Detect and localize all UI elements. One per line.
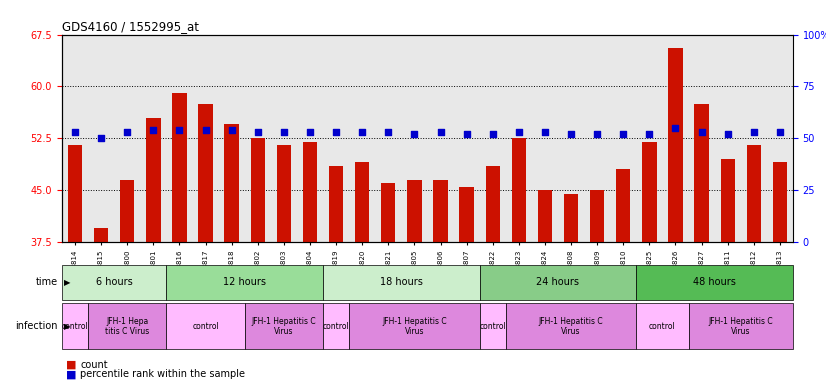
Bar bbox=[381, 183, 396, 242]
Bar bbox=[68, 145, 82, 242]
Bar bbox=[329, 166, 344, 242]
Bar bbox=[538, 190, 552, 242]
Point bbox=[695, 129, 708, 135]
Text: ▶: ▶ bbox=[64, 278, 71, 287]
Text: 48 hours: 48 hours bbox=[693, 277, 736, 287]
Point bbox=[173, 127, 186, 133]
Bar bbox=[62, 303, 88, 349]
Bar bbox=[349, 303, 480, 349]
Bar bbox=[277, 145, 291, 242]
Bar bbox=[668, 48, 682, 242]
Bar bbox=[62, 265, 166, 300]
Bar bbox=[747, 145, 761, 242]
Point bbox=[408, 131, 421, 137]
Bar bbox=[480, 303, 506, 349]
Bar bbox=[720, 159, 735, 242]
Bar bbox=[120, 180, 135, 242]
Text: 18 hours: 18 hours bbox=[380, 277, 423, 287]
Text: 12 hours: 12 hours bbox=[223, 277, 266, 287]
Bar bbox=[616, 169, 630, 242]
Point bbox=[669, 125, 682, 131]
Bar bbox=[166, 265, 323, 300]
Bar bbox=[225, 124, 239, 242]
Text: ■: ■ bbox=[66, 369, 77, 379]
Bar bbox=[94, 228, 108, 242]
Text: 6 hours: 6 hours bbox=[96, 277, 132, 287]
Point bbox=[147, 127, 160, 133]
Point bbox=[330, 129, 343, 135]
Bar bbox=[695, 104, 709, 242]
Point bbox=[748, 129, 761, 135]
Point bbox=[121, 129, 134, 135]
Point bbox=[199, 127, 212, 133]
Bar bbox=[511, 138, 526, 242]
Text: ▶: ▶ bbox=[64, 322, 71, 331]
Bar bbox=[689, 303, 793, 349]
Bar bbox=[303, 142, 317, 242]
Point bbox=[69, 129, 82, 135]
Point bbox=[460, 131, 473, 137]
Text: JFH-1 Hepa
titis C Virus: JFH-1 Hepa titis C Virus bbox=[105, 317, 150, 336]
Text: JFH-1 Hepatitis C
Virus: JFH-1 Hepatitis C Virus bbox=[709, 317, 773, 336]
Text: JFH-1 Hepatitis C
Virus: JFH-1 Hepatitis C Virus bbox=[539, 317, 603, 336]
Bar bbox=[773, 162, 787, 242]
Bar bbox=[590, 190, 605, 242]
Text: ■: ■ bbox=[66, 360, 77, 370]
Point bbox=[617, 131, 630, 137]
Text: 24 hours: 24 hours bbox=[537, 277, 580, 287]
Bar bbox=[459, 187, 474, 242]
Bar bbox=[636, 265, 793, 300]
Bar bbox=[323, 303, 349, 349]
Bar bbox=[636, 303, 689, 349]
Point bbox=[94, 135, 107, 141]
Bar bbox=[407, 180, 421, 242]
Bar bbox=[146, 118, 160, 242]
Bar bbox=[564, 194, 578, 242]
Text: control: control bbox=[479, 322, 506, 331]
Text: time: time bbox=[36, 277, 58, 287]
Bar bbox=[480, 265, 636, 300]
Text: infection: infection bbox=[16, 321, 58, 331]
Bar bbox=[88, 303, 166, 349]
Point bbox=[721, 131, 734, 137]
Text: JFH-1 Hepatitis C
Virus: JFH-1 Hepatitis C Virus bbox=[382, 317, 447, 336]
Bar bbox=[173, 93, 187, 242]
Point bbox=[278, 129, 291, 135]
Point bbox=[564, 131, 577, 137]
Point bbox=[539, 129, 552, 135]
Point bbox=[773, 129, 786, 135]
Point bbox=[382, 129, 395, 135]
Text: control: control bbox=[649, 322, 676, 331]
Bar bbox=[355, 162, 369, 242]
Text: control: control bbox=[192, 322, 219, 331]
Point bbox=[225, 127, 238, 133]
Point bbox=[512, 129, 525, 135]
Bar bbox=[323, 265, 480, 300]
Bar bbox=[244, 303, 323, 349]
Point bbox=[303, 129, 316, 135]
Text: count: count bbox=[80, 360, 107, 370]
Point bbox=[643, 131, 656, 137]
Text: control: control bbox=[62, 322, 88, 331]
Bar bbox=[506, 303, 636, 349]
Bar bbox=[250, 138, 265, 242]
Bar bbox=[486, 166, 500, 242]
Bar bbox=[198, 104, 213, 242]
Point bbox=[251, 129, 264, 135]
Text: control: control bbox=[323, 322, 349, 331]
Point bbox=[355, 129, 368, 135]
Text: percentile rank within the sample: percentile rank within the sample bbox=[80, 369, 245, 379]
Bar bbox=[434, 180, 448, 242]
Bar bbox=[166, 303, 244, 349]
Bar bbox=[642, 142, 657, 242]
Text: GDS4160 / 1552995_at: GDS4160 / 1552995_at bbox=[62, 20, 199, 33]
Point bbox=[434, 129, 447, 135]
Point bbox=[591, 131, 604, 137]
Point bbox=[487, 131, 500, 137]
Text: JFH-1 Hepatitis C
Virus: JFH-1 Hepatitis C Virus bbox=[252, 317, 316, 336]
